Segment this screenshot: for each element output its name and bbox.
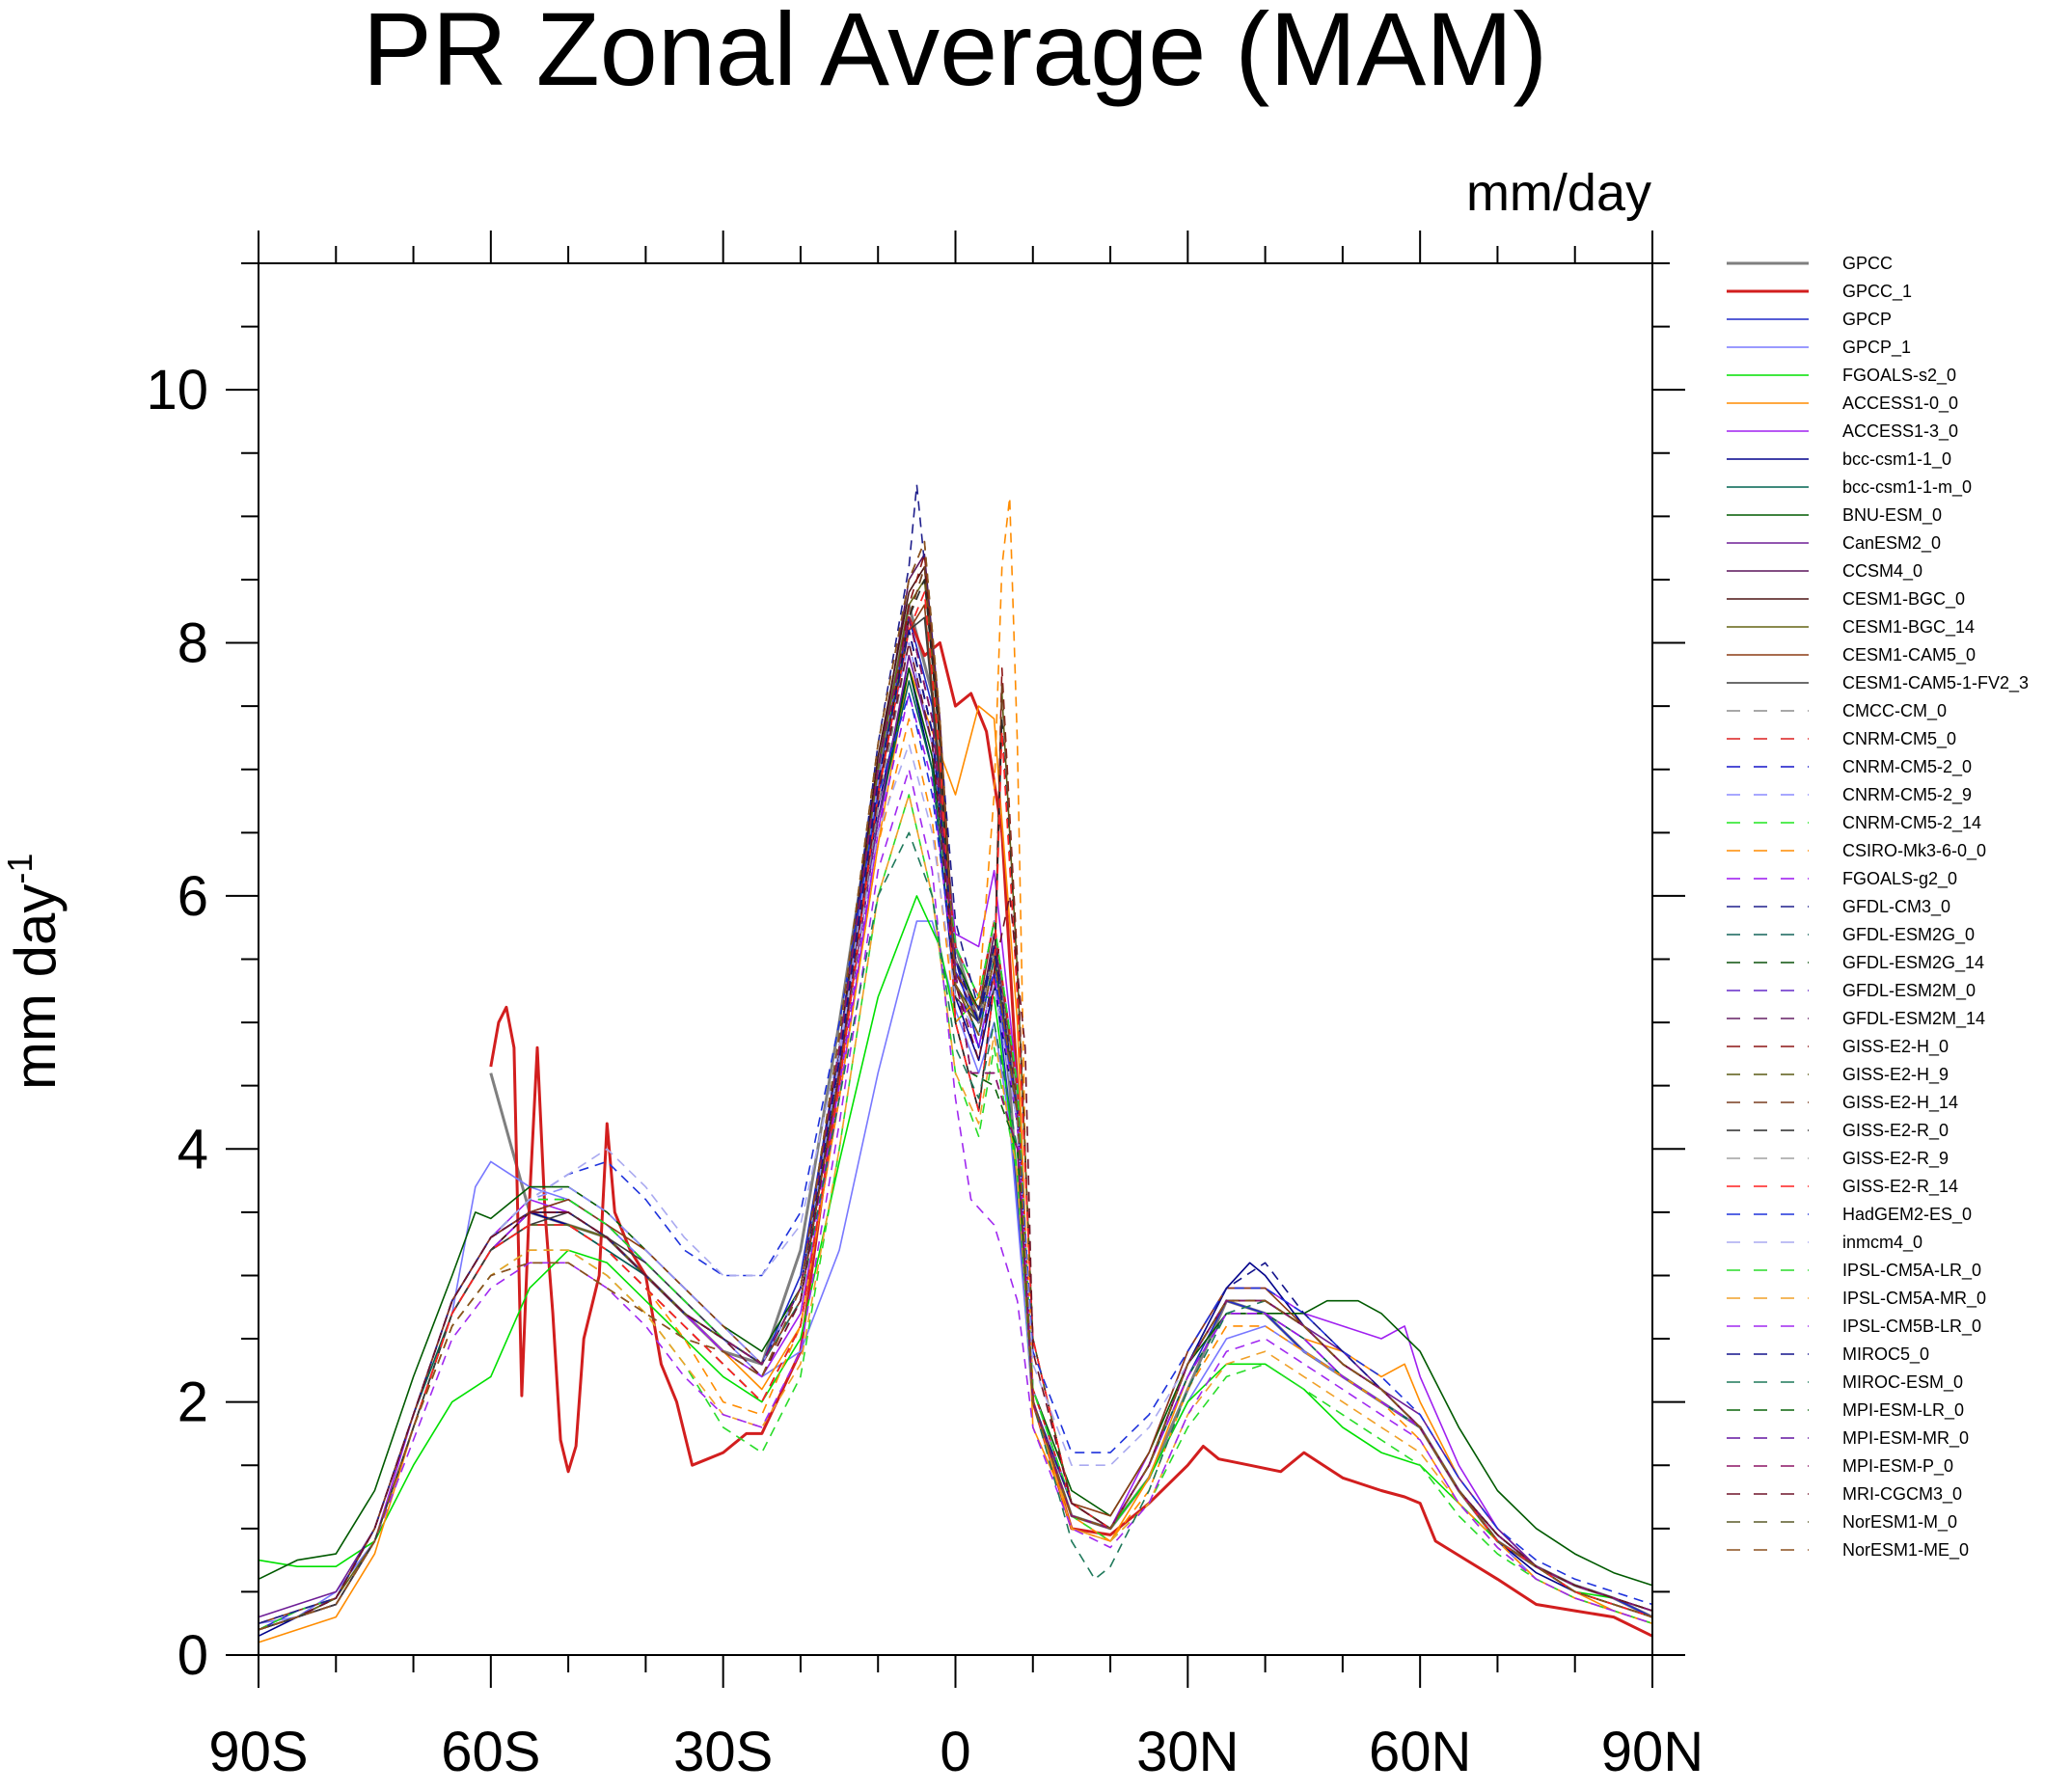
legend-label: MPI-ESM-MR_0: [1842, 1428, 1969, 1449]
legend-label: GPCP_1: [1842, 338, 1911, 358]
legend-label: MPI-ESM-P_0: [1842, 1456, 1953, 1477]
x-tick-label: 90N: [1601, 1721, 1704, 1783]
legend-label: GFDL-CM3_0: [1842, 897, 1950, 917]
legend-label: MPI-ESM-LR_0: [1842, 1400, 1964, 1421]
x-tick-label: 30N: [1136, 1721, 1239, 1783]
legend-label: CESM1-BGC_14: [1842, 617, 1975, 638]
legend-label: ACCESS1-0_0: [1842, 394, 1958, 414]
legend-label: CCSM4_0: [1842, 561, 1922, 582]
legend-label: CSIRO-Mk3-6-0_0: [1842, 841, 1986, 861]
legend-label: GFDL-ESM2G_0: [1842, 925, 1975, 945]
legend-label: bcc-csm1-1_0: [1842, 449, 1951, 470]
legend-label: HadGEM2-ES_0: [1842, 1205, 1972, 1225]
series-lines: [258, 483, 1653, 1643]
x-tick-label: 90S: [208, 1721, 308, 1783]
legend-label: CESM1-CAM5-1-FV2_3: [1842, 673, 2029, 693]
legend-label: FGOALS-s2_0: [1842, 366, 1956, 386]
legend-label: MIROC-ESM_0: [1842, 1372, 1963, 1393]
series-line-NorESM1-ME_0: [258, 540, 1653, 1631]
y-tick-label: 2: [177, 1371, 208, 1434]
legend-label: GISS-E2-R_9: [1842, 1149, 1949, 1169]
legend-label: inmcm4_0: [1842, 1233, 1922, 1253]
series-line-FGOALS-g2_0: [258, 692, 1653, 1631]
axis-ticks: [226, 231, 1685, 1688]
legend-label: NorESM1-ME_0: [1842, 1540, 1969, 1561]
legend-label: CNRM-CM5-2_9: [1842, 785, 1972, 805]
y-tick-label: 8: [177, 612, 208, 675]
legend-label: CESM1-CAM5_0: [1842, 645, 1976, 665]
legend-label: GISS-E2-R_14: [1842, 1177, 1958, 1197]
y-tick-label: 6: [177, 865, 208, 928]
x-tick-label: 0: [940, 1721, 970, 1783]
legend-label: CESM1-BGC_0: [1842, 589, 1965, 610]
legend-label: FGOALS-g2_0: [1842, 869, 1957, 889]
legend-label: IPSL-CM5B-LR_0: [1842, 1317, 1981, 1337]
legend-label: GFDL-ESM2M_0: [1842, 981, 1976, 1001]
legend-label: GISS-E2-H_14: [1842, 1093, 1958, 1113]
legend-label: GISS-E2-R_0: [1842, 1121, 1949, 1141]
legend-label: GPCC_1: [1842, 282, 1912, 302]
legend-label: NorESM1-M_0: [1842, 1512, 1957, 1533]
y-tick-label: 4: [177, 1118, 208, 1181]
series-line-IPSL-CM5B-LR_0: [258, 768, 1653, 1631]
x-tick-label: 30S: [673, 1721, 773, 1783]
legend-label: GISS-E2-H_9: [1842, 1065, 1949, 1085]
series-line-IPSL-CM5A-MR_0: [258, 794, 1653, 1631]
legend-label: BNU-ESM_0: [1842, 505, 1942, 526]
series-line-IPSL-CM5A-LR_0: [258, 794, 1653, 1631]
series-line-BNU-ESM_0: [258, 667, 1653, 1587]
legend-label: GPCC: [1842, 254, 1893, 273]
series-line-HadGEM2-ES_0: [258, 692, 1653, 1631]
legend-label: MRI-CGCM3_0: [1842, 1484, 1962, 1505]
chart-title: PR Zonal Average (MAM): [363, 0, 1547, 107]
y-tick-label: 0: [177, 1624, 208, 1687]
legend-label: ACCESS1-3_0: [1842, 421, 1958, 442]
x-tick-label: 60S: [441, 1721, 540, 1783]
legend-label: CNRM-CM5-2_0: [1842, 757, 1972, 777]
units-label: mm/day: [1466, 164, 1651, 222]
legend-label: GISS-E2-H_0: [1842, 1037, 1949, 1057]
legend-label: CNRM-CM5_0: [1842, 729, 1956, 749]
legend-label: IPSL-CM5A-LR_0: [1842, 1261, 1981, 1281]
tick-labels: 90S 60S 30S 0 30N 60N 90N 0 2 4 6 8 10: [146, 359, 1704, 1783]
legend: GPCC GPCC_1 GPCP GPCP_1 FGOALS-s2_0 ACCESS1-0…: [1727, 254, 2029, 1561]
legend-label: IPSL-CM5A-MR_0: [1842, 1289, 1986, 1309]
legend-label: GFDL-ESM2M_14: [1842, 1009, 1985, 1029]
y-axis-label: mm day-1: [0, 854, 68, 1090]
legend-label: CNRM-CM5-2_14: [1842, 813, 1981, 833]
legend-label: CMCC-CM_0: [1842, 701, 1947, 721]
legend-label: MIROC5_0: [1842, 1344, 1929, 1365]
y-axis-label-superscript: -1: [0, 854, 40, 884]
plot-frame: [258, 262, 1653, 1656]
legend-label: GPCP: [1842, 310, 1892, 329]
x-tick-label: 60N: [1369, 1721, 1471, 1783]
legend-label: CanESM2_0: [1842, 533, 1941, 554]
legend-label: GFDL-ESM2G_14: [1842, 953, 1984, 973]
y-axis-label-text: mm day: [3, 884, 68, 1090]
legend-label: bcc-csm1-1-m_0: [1842, 477, 1972, 498]
y-tick-label: 10: [146, 359, 208, 421]
